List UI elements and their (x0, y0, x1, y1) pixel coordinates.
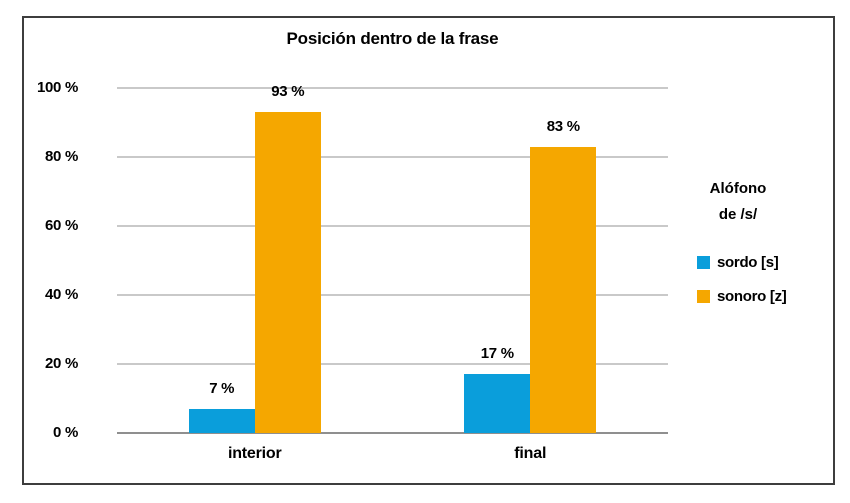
y-tick-label-20: 20 % (45, 355, 78, 372)
legend-entry-sonoro-z: sonoro [z] (697, 288, 788, 305)
data-label-sordo-s-final: 17 % (480, 345, 514, 362)
gridline-20 (117, 363, 668, 365)
chart-frame (22, 16, 835, 485)
x-axis-baseline (117, 432, 668, 434)
data-label-sordo-s-interior: 7 % (209, 380, 235, 397)
y-tick-label-60: 60 % (45, 217, 78, 234)
legend-title-line-2: de /s/ (718, 206, 758, 223)
legend-entries: sordo [s] sonoro [z] (688, 254, 788, 305)
legend-entry-sordo-s: sordo [s] (697, 254, 788, 271)
x-category-label-interior: interior (227, 445, 282, 462)
legend: Alófono de /s/ sordo [s] sonoro [z] (688, 176, 788, 322)
y-tick-label-0: 0 % (53, 424, 78, 441)
bar-sordo-s-final (464, 374, 531, 433)
gridline-60 (117, 225, 668, 227)
data-label-sonoro-z-interior: 93 % (271, 83, 305, 100)
y-tick-label-80: 80 % (45, 148, 78, 165)
gridline-100 (117, 87, 668, 89)
y-tick-label-100: 100 % (36, 79, 78, 96)
legend-title-line-1: Alófono (709, 180, 767, 197)
legend-label-sonoro-z: sonoro [z] (717, 288, 787, 305)
legend-label-sordo-s: sordo [s] (717, 254, 779, 271)
data-label-sonoro-z-final: 83 % (546, 118, 580, 135)
bar-sonoro-z-final (530, 147, 597, 433)
y-tick-label-40: 40 % (45, 286, 78, 303)
gridline-40 (117, 294, 668, 296)
chart-title: Posición dentro de la frase (286, 29, 499, 48)
legend-title: Alófono de /s/ (688, 176, 788, 228)
bar-sordo-s-interior (188, 409, 255, 433)
bar-sonoro-z-interior (254, 112, 321, 433)
gridline-80 (117, 156, 668, 158)
legend-swatch-sordo-s (697, 256, 710, 269)
legend-swatch-sonoro-z (697, 290, 710, 303)
x-category-label-final: final (514, 445, 547, 462)
